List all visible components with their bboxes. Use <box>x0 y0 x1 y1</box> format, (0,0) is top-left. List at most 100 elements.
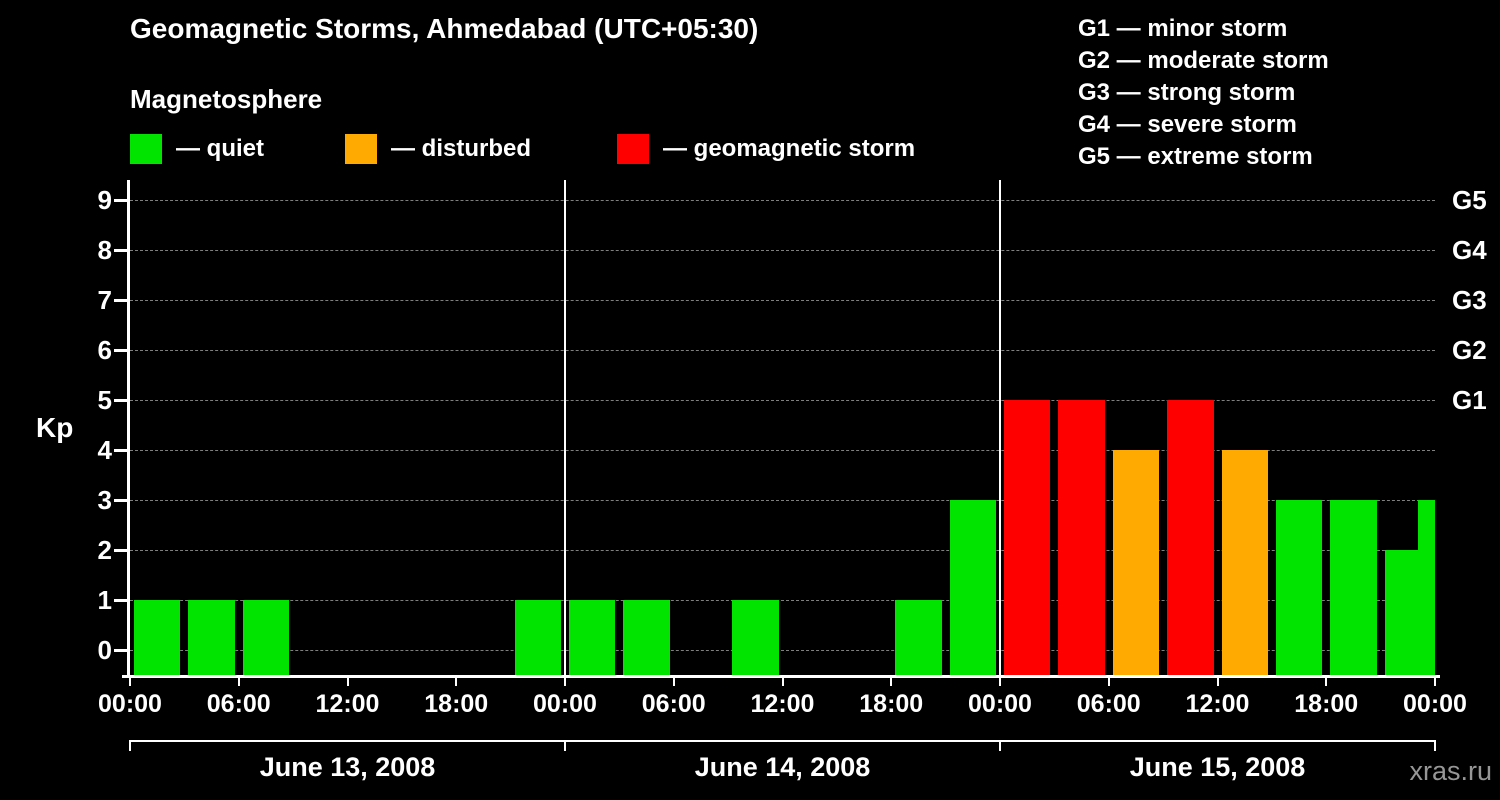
storm-scale-legend: G1 — minor storm G2 — moderate storm G3 … <box>1078 13 1329 173</box>
y-tick-mark <box>114 649 127 652</box>
x-tick-label: 06:00 <box>641 690 706 718</box>
y-tick-mark <box>114 199 127 202</box>
gridline-kp-2 <box>130 550 1435 551</box>
y-tick-mark <box>114 249 127 252</box>
y-tick-mark <box>114 499 127 502</box>
right-axis-label: G4 <box>1452 235 1487 265</box>
x-tick-label: 18:00 <box>1294 690 1359 718</box>
kp-bar <box>732 600 779 675</box>
date-band-line <box>130 740 1435 742</box>
disturbed-color-swatch <box>345 134 377 164</box>
date-label: June 15, 2008 <box>1129 752 1306 782</box>
gridline-kp-8 <box>130 250 1435 251</box>
kp-bar-plot-area <box>130 180 1435 675</box>
x-tick-label: 12:00 <box>315 690 380 718</box>
x-tick-mark <box>672 678 675 686</box>
legend-item-storm: — geomagnetic storm <box>617 133 915 165</box>
kp-bar <box>1330 500 1377 675</box>
x-tick-mark <box>455 678 458 686</box>
kp-bar <box>514 600 561 675</box>
y-tick-mark <box>114 549 127 552</box>
y-tick-label: 9 <box>97 185 112 215</box>
x-tick-mark <box>890 678 893 686</box>
x-tick-label: 06:00 <box>1076 690 1141 718</box>
kp-bar <box>242 600 290 675</box>
x-tick-mark <box>1107 678 1110 686</box>
gridline-kp-1 <box>130 600 1435 601</box>
kp-bar <box>1004 400 1051 675</box>
x-tick-mark <box>999 678 1001 686</box>
y-tick-label: 4 <box>97 435 112 465</box>
x-tick-mark <box>1434 678 1436 686</box>
x-tick-label: 12:00 <box>1185 690 1250 718</box>
kp-bar-partial <box>1418 500 1435 675</box>
y-axis-title: Kp <box>36 412 74 443</box>
storm-scale-g3: G3 — strong storm <box>1078 79 1296 106</box>
x-axis-line <box>122 675 1440 678</box>
x-tick-label: 18:00 <box>424 690 489 718</box>
kp-bar <box>623 600 670 675</box>
kp-bar <box>1112 450 1160 675</box>
x-tick-label: 06:00 <box>206 690 271 718</box>
x-tick-mark <box>129 678 131 686</box>
kp-bar <box>949 500 996 675</box>
y-tick-label: 6 <box>97 335 112 365</box>
storm-scale-g2: G2 — moderate storm <box>1078 47 1329 74</box>
x-tick-mark <box>564 678 566 686</box>
kp-bar <box>1167 400 1214 675</box>
date-band-tick <box>564 740 566 751</box>
legend-label-disturbed: — disturbed <box>391 135 532 162</box>
x-tick-mark <box>237 678 240 686</box>
y-tick-mark <box>114 349 127 352</box>
right-axis-label: G1 <box>1452 385 1487 415</box>
day-boundary-line <box>564 180 566 675</box>
legend-item-quiet: — quiet <box>130 133 264 165</box>
watermark: xras.ru <box>1409 756 1492 786</box>
right-axis-label: G3 <box>1452 285 1487 315</box>
storm-scale-g1: G1 — minor storm <box>1078 15 1288 42</box>
kp-bar <box>1275 500 1323 675</box>
legend-item-disturbed: — disturbed <box>345 133 531 165</box>
gridline-kp-9 <box>130 200 1435 201</box>
x-tick-label: 00:00 <box>968 690 1032 718</box>
right-axis-label: G2 <box>1452 335 1487 365</box>
kp-bar <box>1058 400 1105 675</box>
x-tick-label: 00:00 <box>98 690 162 718</box>
chart-subtitle: Magnetosphere <box>130 84 323 114</box>
legend-label-quiet: — quiet <box>176 135 264 162</box>
kp-bar <box>134 600 181 675</box>
date-label: June 13, 2008 <box>259 752 436 782</box>
day-boundary-line <box>999 180 1001 675</box>
storm-color-swatch <box>617 134 649 164</box>
gridline-kp-6 <box>130 350 1435 351</box>
chart-title: Geomagnetic Storms, Ahmedabad (UTC+05:30… <box>130 13 759 44</box>
kp-bar <box>569 600 616 675</box>
date-band-tick <box>999 740 1001 751</box>
gridline-kp-7 <box>130 300 1435 301</box>
x-tick-label: 18:00 <box>859 690 924 718</box>
y-tick-label: 7 <box>97 285 112 315</box>
y-tick-label: 2 <box>97 535 112 565</box>
quiet-color-swatch <box>130 134 162 164</box>
y-tick-label: 3 <box>97 485 112 515</box>
y-axis-line <box>127 180 130 678</box>
y-tick-label: 0 <box>97 635 112 665</box>
right-axis-label: G5 <box>1452 185 1487 215</box>
y-tick-label: 8 <box>97 235 112 265</box>
x-tick-mark <box>346 678 349 686</box>
gridline-kp-4 <box>130 450 1435 451</box>
x-tick-label: 00:00 <box>1403 690 1467 718</box>
x-tick-mark <box>1216 678 1219 686</box>
storm-scale-g5: G5 — extreme storm <box>1078 143 1313 170</box>
storm-scale-g4: G4 — severe storm <box>1078 111 1297 138</box>
legend-label-storm: — geomagnetic storm <box>663 135 916 162</box>
x-tick-label: 12:00 <box>750 690 815 718</box>
gridline-kp-3 <box>130 500 1435 501</box>
x-tick-mark <box>1325 678 1328 686</box>
x-tick-mark <box>781 678 784 686</box>
date-label: June 14, 2008 <box>694 752 871 782</box>
date-band-tick <box>1434 740 1436 751</box>
kp-bar <box>188 600 235 675</box>
x-tick-label: 00:00 <box>533 690 597 718</box>
